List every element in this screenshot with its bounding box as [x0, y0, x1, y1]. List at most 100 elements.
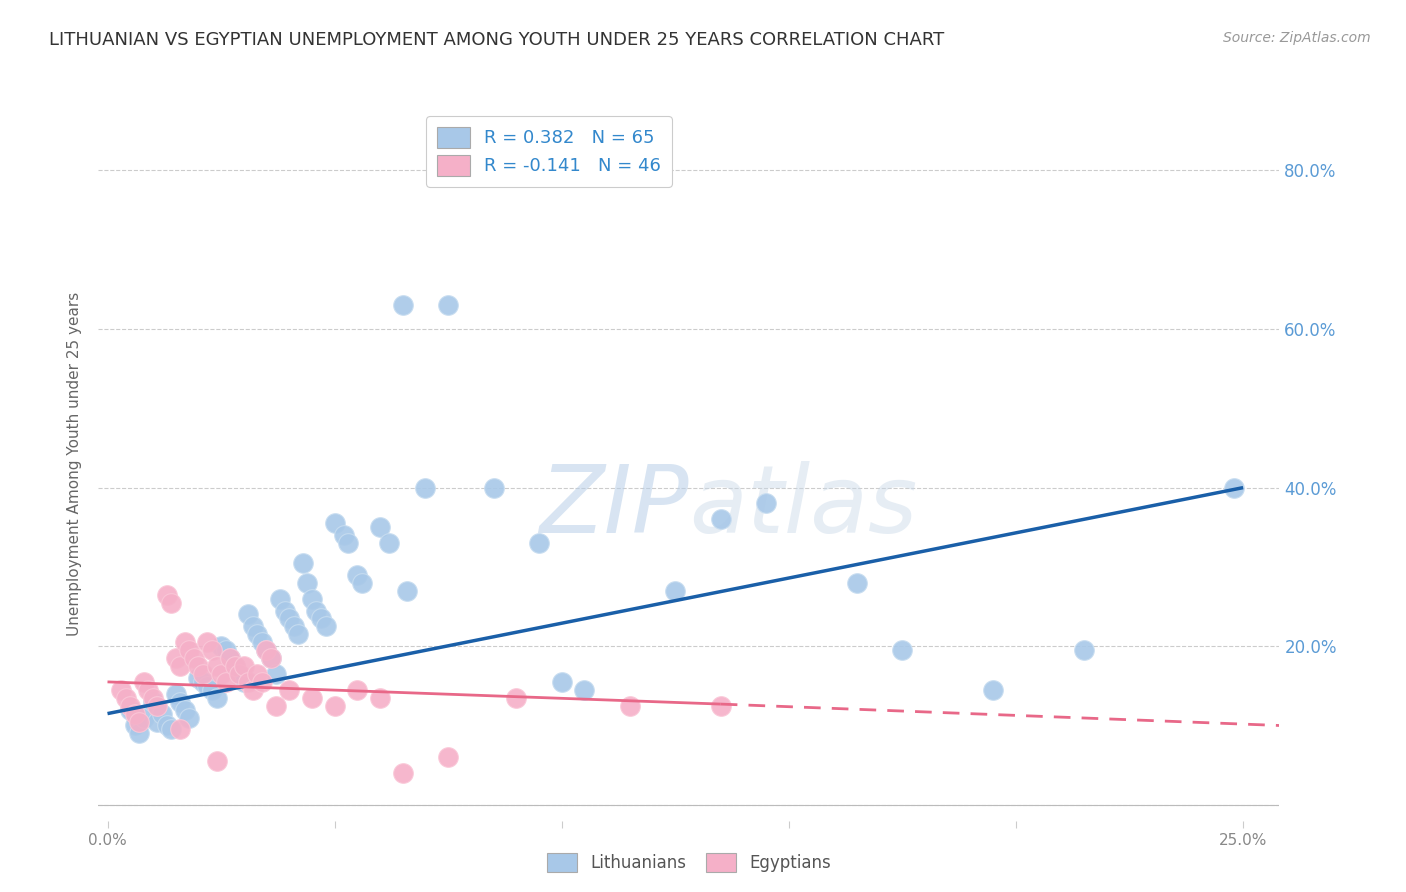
Point	[232, 674, 254, 689]
Point	[323, 516, 346, 531]
Point	[219, 651, 242, 665]
Point	[173, 635, 195, 649]
Point	[242, 682, 264, 697]
Point	[256, 643, 278, 657]
Point	[1073, 643, 1095, 657]
Point	[187, 659, 209, 673]
Text: Source: ZipAtlas.com: Source: ZipAtlas.com	[1223, 31, 1371, 45]
Point	[287, 627, 309, 641]
Point	[201, 682, 224, 697]
Point	[242, 619, 264, 633]
Point	[305, 603, 328, 617]
Point	[301, 690, 323, 705]
Point	[846, 575, 869, 590]
Point	[297, 575, 319, 590]
Point	[120, 698, 142, 713]
Point	[120, 703, 142, 717]
Point	[110, 682, 132, 697]
Point	[224, 659, 246, 673]
Point	[323, 698, 346, 713]
Point	[260, 651, 283, 665]
Point	[209, 639, 232, 653]
Point	[209, 667, 232, 681]
Point	[710, 698, 733, 713]
Point	[315, 619, 337, 633]
Point	[179, 643, 201, 657]
Point	[219, 651, 242, 665]
Y-axis label: Unemployment Among Youth under 25 years: Unemployment Among Youth under 25 years	[67, 292, 83, 636]
Point	[169, 723, 191, 737]
Point	[278, 682, 301, 697]
Point	[391, 766, 413, 780]
Point	[187, 671, 209, 685]
Point	[155, 718, 177, 732]
Point	[160, 596, 183, 610]
Point	[710, 512, 733, 526]
Point	[114, 690, 136, 705]
Point	[165, 651, 187, 665]
Point	[415, 481, 437, 495]
Point	[350, 575, 373, 590]
Point	[1223, 481, 1246, 495]
Point	[391, 298, 413, 312]
Point	[246, 667, 269, 681]
Point	[269, 591, 291, 606]
Point	[264, 667, 287, 681]
Point	[437, 298, 460, 312]
Point	[505, 690, 527, 705]
Point	[214, 674, 236, 689]
Point	[228, 667, 250, 681]
Point	[482, 481, 505, 495]
Point	[124, 706, 146, 721]
Point	[173, 703, 195, 717]
Point	[337, 536, 360, 550]
Point	[981, 682, 1004, 697]
Point	[891, 643, 914, 657]
Point	[205, 690, 228, 705]
Point	[332, 528, 354, 542]
Point	[291, 556, 314, 570]
Point	[309, 611, 332, 625]
Point	[246, 627, 269, 641]
Point	[142, 690, 165, 705]
Point	[250, 635, 273, 649]
Point	[283, 619, 305, 633]
Point	[179, 710, 201, 724]
Point	[146, 714, 169, 729]
Point	[527, 536, 550, 550]
Point	[138, 682, 160, 697]
Point	[169, 659, 191, 673]
Point	[368, 520, 391, 534]
Point	[250, 674, 273, 689]
Point	[273, 603, 295, 617]
Point	[205, 659, 228, 673]
Point	[142, 695, 165, 709]
Point	[197, 679, 219, 693]
Point	[396, 583, 419, 598]
Point	[124, 718, 146, 732]
Point	[191, 674, 214, 689]
Point	[128, 714, 150, 729]
Text: atlas: atlas	[689, 461, 917, 552]
Point	[301, 591, 323, 606]
Point	[160, 723, 183, 737]
Point	[574, 682, 596, 697]
Point	[150, 706, 173, 721]
Text: ZIP: ZIP	[540, 461, 689, 552]
Point	[146, 698, 169, 713]
Point	[619, 698, 641, 713]
Point	[264, 698, 287, 713]
Point	[165, 687, 187, 701]
Point	[197, 635, 219, 649]
Point	[238, 674, 260, 689]
Point	[155, 588, 177, 602]
Point	[132, 710, 155, 724]
Point	[183, 651, 205, 665]
Point	[232, 659, 254, 673]
Point	[755, 496, 778, 510]
Point	[169, 695, 191, 709]
Point	[378, 536, 401, 550]
Point	[256, 643, 278, 657]
Point	[238, 607, 260, 622]
Point	[132, 674, 155, 689]
